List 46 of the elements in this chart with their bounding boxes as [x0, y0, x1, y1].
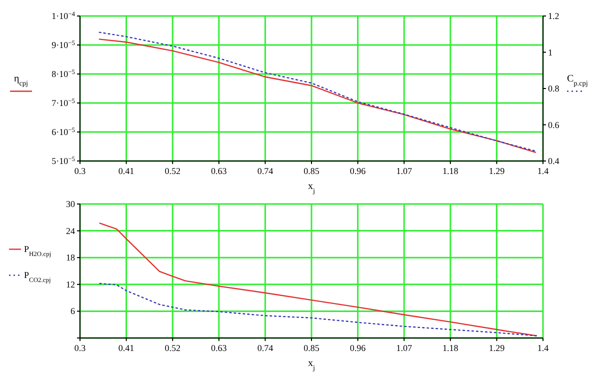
y2-tick-label: 0.6	[548, 120, 560, 130]
y-tick-label: 8·10$^{−5}$	[52, 68, 75, 79]
x-tick-label: 0.85	[304, 166, 320, 176]
y-tick-label: 24	[66, 226, 76, 236]
y-tick-label: 5·10$^{−5}$	[52, 156, 75, 166]
x-tick-label: 0.74	[257, 343, 274, 353]
line-series	[99, 282, 537, 336]
y-tick-label: 9·10$^{−5}$	[52, 40, 75, 50]
x-tick-label: 0.52	[164, 343, 180, 353]
line-series	[99, 222, 537, 336]
x-tick-label: 1.07	[396, 343, 412, 353]
y-tick-label: 7·10$^{−5}$	[52, 98, 75, 108]
x-tick-label: 0.96	[350, 343, 366, 353]
y-axis-title: η$_{cpj}$	[14, 73, 28, 88]
x-tick-label: 1.18	[442, 343, 459, 353]
x-axis-title: x$_{j}$	[308, 358, 315, 372]
y-tick-label: 12	[66, 279, 75, 290]
x-tick-label: 0.96	[350, 166, 366, 176]
x-tick-label: 1.29	[488, 166, 506, 176]
x-tick-label: 0.63	[211, 343, 228, 353]
x-tick-label: 1.07	[396, 166, 412, 176]
x-tick-label: 0.41	[118, 166, 134, 176]
x-tick-label: 0.52	[164, 166, 180, 176]
x-tick-label: 1.18	[442, 166, 459, 176]
y-tick-label: 1·10$^{−4}$	[52, 10, 76, 21]
y-tick-label: 18	[66, 252, 76, 263]
x-tick-label: 0.3	[74, 343, 86, 353]
legend-label: P$_{CO2.cpj}$	[24, 270, 51, 284]
x-axis-title: x$_{j}$	[308, 181, 315, 195]
y2-tick-label: 0.8	[548, 84, 560, 94]
x-tick-label: 0.41	[118, 343, 134, 353]
x-tick-label: 0.74	[257, 166, 274, 176]
legend-label: P$_{H2O.cpj}$	[24, 244, 52, 258]
y2-tick-label: 1	[548, 47, 552, 58]
x-tick-label: 0.85	[304, 343, 320, 353]
y2-tick-label: 1.2	[548, 11, 560, 21]
x-tick-label: 0.63	[211, 166, 228, 176]
y2-tick-label: 0.4	[548, 156, 560, 166]
y-tick-label: 30	[66, 199, 76, 209]
y-tick-label: 6	[70, 306, 76, 316]
x-tick-label: 0.3	[74, 166, 86, 176]
x-tick-label: 1.4	[537, 343, 550, 353]
x-tick-label: 1.4	[537, 166, 550, 176]
y-tick-label: 6·10$^{−5}$	[52, 126, 75, 137]
x-tick-label: 1.29	[488, 343, 506, 353]
y2-axis-title: C$_{p.cpj}$	[567, 73, 588, 88]
